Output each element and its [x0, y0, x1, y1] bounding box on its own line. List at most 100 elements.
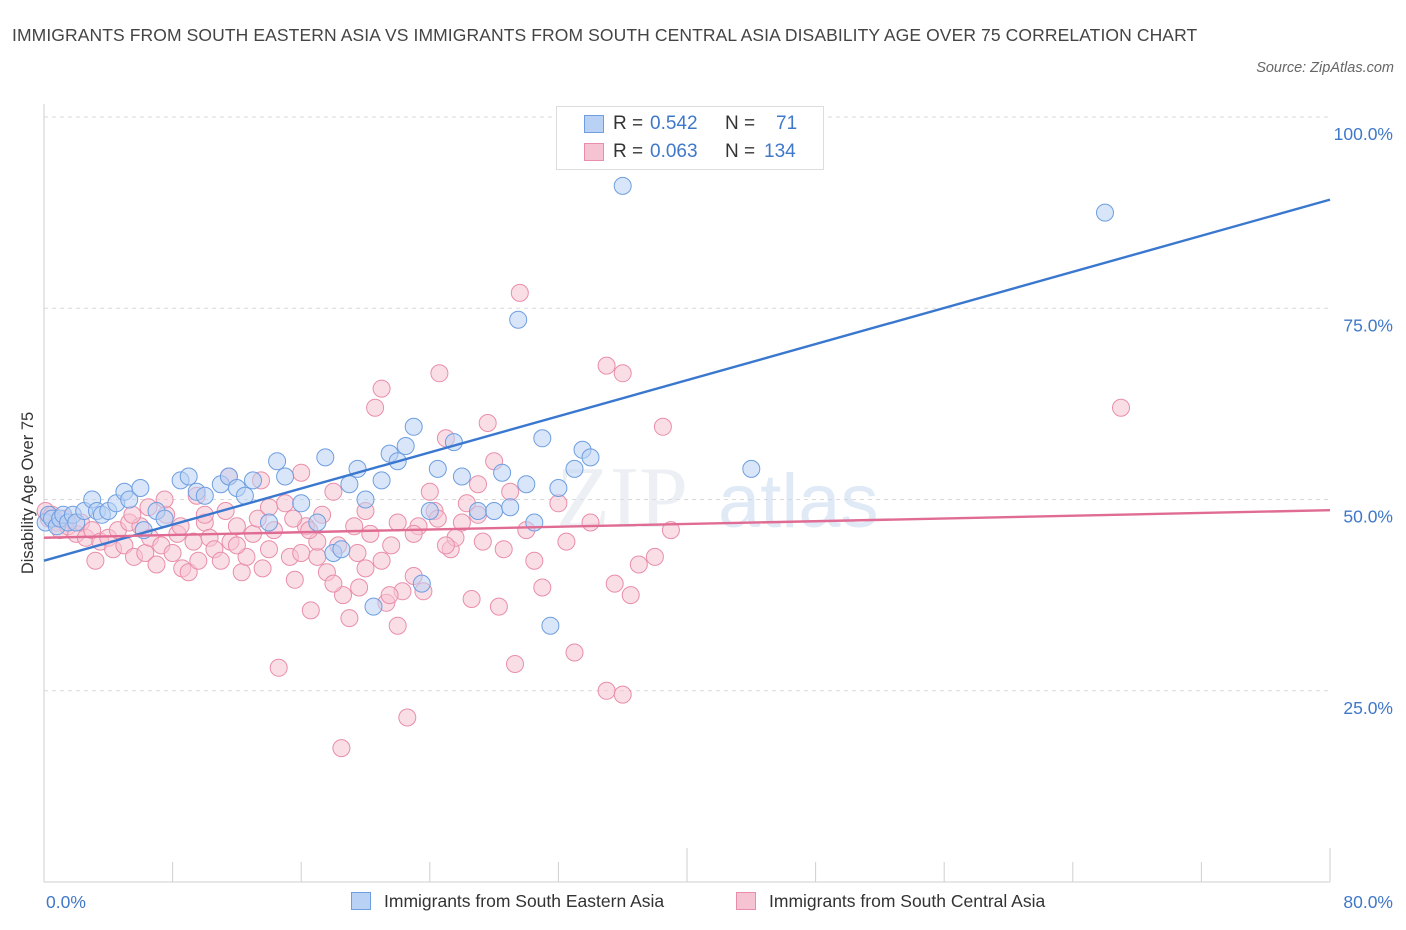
n-label-pink: N = — [725, 141, 756, 162]
data-point — [1096, 203, 1114, 222]
data-point — [179, 467, 198, 486]
data-point — [597, 356, 616, 375]
data-point — [372, 471, 391, 490]
stats-legend-box: R = 0.542 N = 71 R = 0.063 N = 134 — [556, 106, 824, 170]
data-point — [629, 555, 648, 574]
data-point — [430, 364, 449, 383]
data-point — [237, 547, 256, 566]
data-point — [621, 586, 640, 605]
data-point — [549, 494, 568, 513]
data-point — [581, 448, 600, 467]
data-point — [420, 482, 439, 501]
data-point — [227, 517, 246, 536]
data-point — [232, 563, 251, 582]
data-point — [361, 524, 380, 543]
r-label-blue: R = — [613, 113, 644, 134]
watermark: ZIP atlas — [556, 450, 879, 547]
data-point — [494, 540, 513, 559]
data-point — [581, 513, 600, 532]
y-tick-label: 50.0% — [1343, 507, 1393, 527]
data-point — [420, 502, 439, 520]
data-point — [613, 685, 632, 704]
data-point — [404, 417, 423, 436]
data-point — [742, 459, 761, 478]
data-point — [348, 544, 367, 562]
r-value-pink: 0.063 — [650, 141, 698, 162]
data-point — [324, 482, 343, 501]
data-point — [469, 475, 487, 494]
data-point — [565, 459, 584, 478]
data-point — [316, 448, 335, 467]
r-label-pink: R = — [613, 141, 644, 162]
tick-labels: 25.0% 50.0% 75.0% 100.0% 0.0% 80.0% — [46, 124, 1393, 912]
blue-swatch — [584, 115, 604, 133]
pink-swatch — [584, 143, 604, 161]
data-point — [1112, 398, 1130, 417]
y-tick-label: 100.0% — [1334, 124, 1393, 144]
data-point — [131, 479, 150, 497]
axis-layer — [43, 104, 1330, 883]
data-point — [366, 398, 385, 417]
data-point — [260, 513, 278, 532]
data-point — [533, 429, 552, 448]
data-point — [324, 574, 343, 593]
data-point — [364, 597, 383, 616]
data-point — [285, 570, 304, 589]
data-point — [276, 467, 295, 486]
data-point — [356, 559, 375, 578]
y-axis-label: Disability Age Over 75 — [19, 412, 37, 574]
data-point — [189, 551, 208, 570]
data-point — [557, 532, 576, 551]
data-point — [404, 524, 423, 543]
data-point — [613, 364, 632, 383]
n-value-blue: 71 — [776, 113, 798, 134]
data-point — [462, 590, 481, 608]
data-point — [292, 494, 311, 513]
data-point — [211, 551, 230, 570]
y-tick-label: 75.0% — [1343, 315, 1393, 335]
data-point — [506, 655, 524, 673]
data-point — [372, 551, 391, 570]
data-point — [533, 578, 552, 597]
data-point — [493, 463, 512, 482]
data-point — [489, 597, 508, 616]
data-point — [428, 459, 447, 478]
data-point — [301, 601, 320, 620]
data-point — [661, 521, 680, 540]
data-point — [549, 479, 568, 497]
source-label: Source: ZipAtlas.com — [1256, 60, 1394, 76]
trend-lines — [43, 198, 1331, 562]
legend-pink-label: Immigrants from South Central Asia — [769, 891, 1046, 911]
data-point — [120, 490, 139, 509]
data-point — [260, 498, 278, 517]
legend-blue-label: Immigrants from South Eastern Asia — [384, 891, 665, 911]
y-tick-label: 25.0% — [1343, 698, 1393, 718]
r-value-blue: 0.542 — [650, 113, 698, 134]
data-point — [284, 509, 303, 528]
data-point — [380, 586, 399, 605]
data-point — [388, 513, 407, 532]
data-point — [332, 739, 351, 758]
data-point — [260, 540, 278, 559]
watermark-atlas: atlas — [718, 459, 879, 544]
data-point — [147, 555, 166, 574]
data-point — [276, 494, 295, 513]
data-point — [308, 547, 327, 566]
trend-line-blue — [43, 198, 1331, 562]
x-tick-label: 0.0% — [46, 892, 86, 912]
legend-pink-swatch — [736, 892, 756, 910]
data-point — [541, 616, 560, 635]
data-point — [597, 681, 616, 700]
data-point — [195, 486, 214, 505]
data-point — [382, 536, 401, 555]
data-point — [332, 540, 351, 559]
data-point — [269, 658, 288, 677]
data-point — [517, 475, 536, 494]
data-point — [613, 176, 632, 195]
data-point — [412, 574, 431, 593]
data-point — [123, 505, 142, 524]
chart-title: IMMIGRANTS FROM SOUTH EASTERN ASIA VS IM… — [12, 25, 1198, 45]
stats-row-pink: R = 0.063 N = 134 — [557, 138, 823, 166]
legend-blue-swatch — [351, 892, 371, 910]
